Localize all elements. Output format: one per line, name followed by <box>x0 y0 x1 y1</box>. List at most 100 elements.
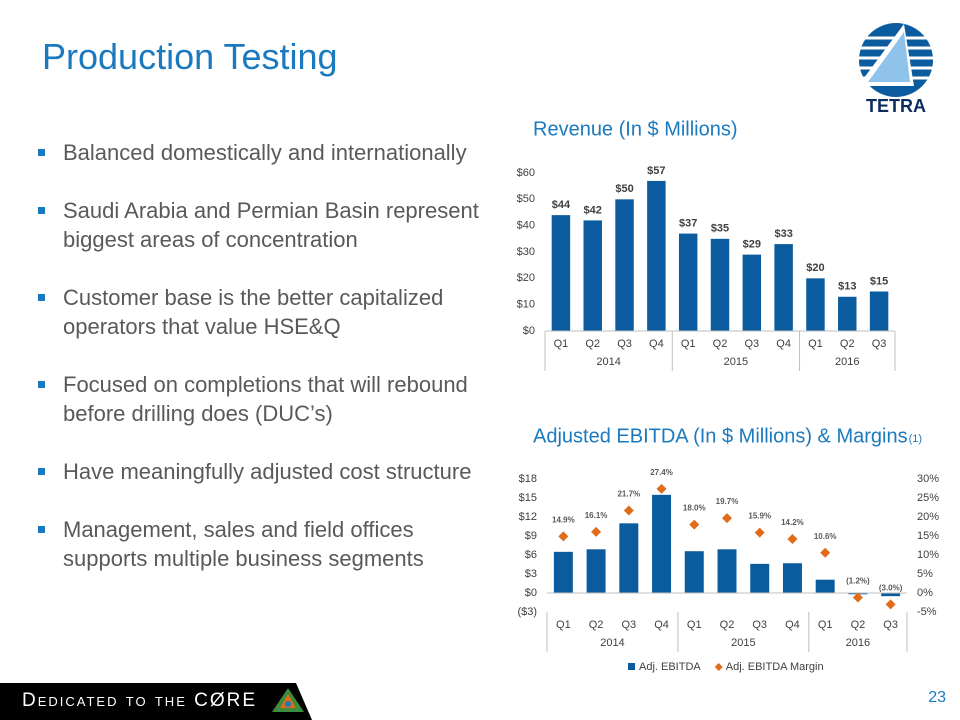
bar <box>619 523 639 593</box>
bar <box>678 233 698 331</box>
y-tick-label: $15 <box>519 492 537 504</box>
y2-tick-label: 0% <box>917 587 933 599</box>
y2-tick-label: 25% <box>917 492 939 504</box>
y-tick-label: $50 <box>517 193 535 205</box>
bullet: Saudi Arabia and Permian Basin represent… <box>38 196 488 254</box>
bar <box>750 563 770 593</box>
legend-label: Adj. EBITDA <box>639 661 701 673</box>
x-tick-label: Q1 <box>554 338 569 350</box>
margin-marker <box>722 513 732 524</box>
margin-value-label: 27.4% <box>650 468 673 477</box>
x-tick-label: Q4 <box>654 619 669 631</box>
y-tick-label: $9 <box>525 530 537 542</box>
chart-title: Revenue (In $ Millions) <box>533 118 738 140</box>
x-tick-label: Q3 <box>621 619 636 631</box>
bar-value-label: $20 <box>806 262 824 274</box>
y-tick-label: $60 <box>517 167 535 179</box>
x-tick-label: Q3 <box>883 619 898 631</box>
bar-value-label: $42 <box>584 204 602 216</box>
bar-value-label: $44 <box>552 199 571 211</box>
x-tick-label: Q2 <box>840 338 855 350</box>
y-tick-label: $0 <box>523 325 535 337</box>
margin-marker <box>623 505 634 516</box>
x-tick-label: Q1 <box>687 619 702 631</box>
x-tick-label: Q3 <box>744 338 759 350</box>
x-group-label: 2016 <box>846 637 870 649</box>
bar-value-label: $37 <box>679 217 697 229</box>
y-tick-label: $30 <box>517 246 535 258</box>
x-group-label: 2015 <box>724 356 748 368</box>
page-number: 23 <box>928 689 946 706</box>
y2-tick-label: 15% <box>917 530 939 542</box>
bar <box>553 551 573 593</box>
legend-swatch <box>628 663 635 670</box>
margin-value-label: 10.6% <box>814 532 837 541</box>
bar-value-label: $35 <box>711 223 729 235</box>
logo-text: TETRA <box>866 96 926 116</box>
x-tick-label: Q1 <box>681 338 696 350</box>
bar <box>806 278 825 331</box>
bar <box>774 244 793 331</box>
bar-value-label: $50 <box>615 183 633 195</box>
y-tick-label: $10 <box>517 299 535 311</box>
x-tick-label: Q1 <box>556 619 571 631</box>
bullet: Focused on completions that will rebound… <box>38 370 488 428</box>
margin-marker <box>689 519 700 530</box>
y-tick-label: $40 <box>517 220 535 232</box>
margin-value-label: 19.7% <box>716 497 739 506</box>
bar <box>838 296 857 331</box>
y-tick-label: $20 <box>517 272 535 284</box>
x-tick-label: Q4 <box>776 338 791 350</box>
margin-marker <box>558 531 569 542</box>
margin-marker <box>787 534 798 545</box>
y-tick-label: $6 <box>525 549 537 561</box>
bar <box>647 180 666 331</box>
bar-value-label: $15 <box>870 275 888 287</box>
bar <box>583 220 602 331</box>
margin-marker <box>591 526 602 537</box>
bar <box>815 579 835 593</box>
bar <box>615 199 634 331</box>
bullet: Customer base is the better capitalized … <box>38 283 488 341</box>
margin-value-label: 14.2% <box>781 518 804 527</box>
bar <box>717 549 737 593</box>
y2-tick-label: 10% <box>917 549 939 561</box>
chart-title: Adjusted EBITDA (In $ Millions) & Margin… <box>533 425 908 447</box>
bar-value-label: $13 <box>838 281 856 293</box>
margin-marker <box>820 547 831 558</box>
bar-value-label: $29 <box>743 239 761 251</box>
x-tick-label: Q4 <box>785 619 800 631</box>
x-tick-label: Q3 <box>872 338 887 350</box>
bar-value-label: $57 <box>647 165 665 177</box>
x-tick-label: Q2 <box>720 619 735 631</box>
bullet: Have meaningfully adjusted cost structur… <box>38 457 488 486</box>
margin-value-label: 21.7% <box>617 490 640 499</box>
x-group-label: 2014 <box>596 356 620 368</box>
bar <box>652 494 672 593</box>
margin-value-label: (3.0%) <box>879 584 903 593</box>
legend-swatch <box>714 663 723 671</box>
y2-tick-label: 20% <box>917 511 939 523</box>
bar <box>551 215 571 331</box>
x-group-label: 2015 <box>731 637 755 649</box>
x-group-label: 2014 <box>600 637 624 649</box>
y2-tick-label: 30% <box>917 473 939 485</box>
x-group-label: 2016 <box>835 356 859 368</box>
margin-value-label: (1.2%) <box>846 577 870 586</box>
x-tick-label: Q2 <box>589 619 604 631</box>
y-tick-label: ($3) <box>517 606 537 618</box>
x-tick-label: Q4 <box>649 338 664 350</box>
margin-value-label: 15.9% <box>748 512 771 521</box>
bar <box>881 593 901 597</box>
footer-text: Dedicated to the CØRE <box>22 690 257 711</box>
y-tick-label: $0 <box>525 587 537 599</box>
chart-title-note: (1) <box>909 433 922 445</box>
x-tick-label: Q2 <box>585 338 600 350</box>
x-tick-label: Q1 <box>808 338 823 350</box>
bar <box>710 238 730 331</box>
x-tick-label: Q2 <box>851 619 866 631</box>
margin-value-label: 14.9% <box>552 515 575 524</box>
bar <box>742 254 762 331</box>
